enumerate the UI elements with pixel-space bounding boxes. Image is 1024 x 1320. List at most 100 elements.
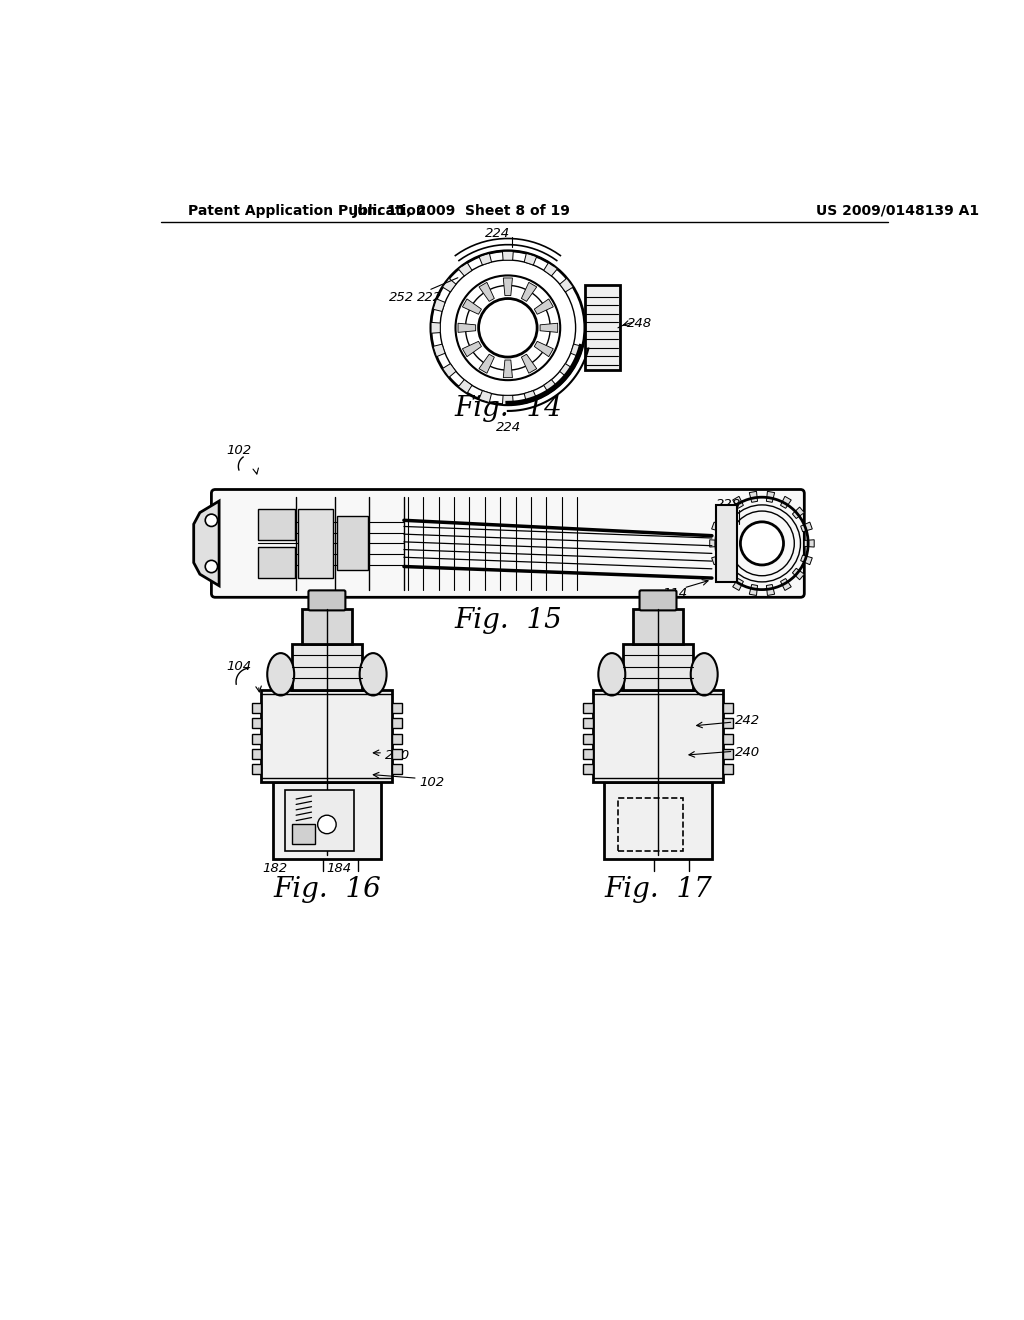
Polygon shape [712, 523, 723, 532]
Polygon shape [459, 380, 472, 393]
Ellipse shape [691, 653, 718, 696]
Text: 228: 228 [716, 499, 741, 511]
Bar [252, 718, 261, 729]
Polygon shape [535, 298, 553, 314]
Text: Fig.  16: Fig. 16 [273, 876, 381, 903]
Polygon shape [431, 322, 440, 333]
Bar [392, 734, 401, 743]
Bar [584, 764, 593, 775]
Text: 240: 240 [385, 748, 410, 762]
Polygon shape [766, 585, 774, 595]
Text: 222: 222 [417, 290, 442, 304]
Polygon shape [780, 578, 792, 590]
Text: 104: 104 [226, 660, 252, 673]
Polygon shape [540, 323, 558, 333]
Polygon shape [570, 345, 583, 356]
Bar [624, 644, 692, 689]
Polygon shape [459, 263, 472, 276]
Bar [724, 718, 733, 729]
Polygon shape [733, 578, 743, 590]
Polygon shape [458, 323, 476, 333]
Polygon shape [521, 282, 537, 301]
Polygon shape [720, 507, 731, 519]
Bar [585, 285, 620, 370]
Polygon shape [544, 263, 557, 276]
Polygon shape [804, 540, 814, 546]
Ellipse shape [598, 653, 626, 696]
Text: 224: 224 [484, 227, 510, 240]
Polygon shape [766, 491, 774, 503]
Bar [261, 690, 392, 781]
Bar [584, 702, 593, 713]
Bar [392, 764, 401, 775]
Bar [584, 734, 593, 743]
Bar [302, 609, 352, 644]
Circle shape [205, 515, 217, 527]
Bar [252, 702, 261, 713]
Ellipse shape [267, 653, 294, 696]
FancyBboxPatch shape [640, 590, 677, 610]
Bar [724, 702, 733, 713]
Text: Fig.  15: Fig. 15 [454, 607, 562, 634]
Bar [292, 644, 361, 689]
Polygon shape [801, 556, 812, 565]
Bar [392, 748, 401, 759]
Bar [285, 789, 354, 851]
Bar [584, 718, 593, 729]
Bar [604, 781, 712, 859]
Bar [252, 764, 261, 775]
Bar [252, 734, 261, 743]
Polygon shape [535, 342, 553, 356]
Bar [724, 748, 733, 759]
Bar [258, 508, 295, 540]
Text: 248: 248 [628, 317, 652, 330]
Polygon shape [793, 507, 804, 519]
Text: 242: 242 [735, 714, 760, 727]
FancyBboxPatch shape [308, 590, 345, 610]
Polygon shape [503, 251, 513, 260]
Polygon shape [463, 342, 481, 356]
Bar [617, 797, 683, 851]
Polygon shape [503, 396, 513, 405]
Polygon shape [780, 496, 792, 508]
Polygon shape [479, 282, 495, 301]
Polygon shape [801, 523, 812, 532]
Polygon shape [560, 363, 573, 378]
Polygon shape [733, 496, 743, 508]
Polygon shape [479, 253, 492, 265]
Text: Patent Application Publication: Patent Application Publication [188, 203, 426, 218]
Bar [724, 734, 733, 743]
Bar [584, 748, 593, 759]
Text: 102: 102 [226, 445, 252, 458]
Bar [724, 764, 733, 775]
Bar [298, 508, 333, 578]
Polygon shape [750, 585, 758, 595]
Circle shape [317, 816, 336, 834]
Polygon shape [433, 298, 445, 312]
Polygon shape [720, 569, 731, 579]
Bar [273, 781, 381, 859]
Text: 252: 252 [388, 290, 414, 304]
Bar [392, 718, 401, 729]
Bar [716, 506, 737, 582]
Polygon shape [521, 354, 537, 374]
Circle shape [740, 521, 783, 565]
Text: 182: 182 [262, 862, 287, 875]
Polygon shape [463, 298, 481, 314]
Polygon shape [793, 569, 804, 579]
Polygon shape [710, 540, 720, 546]
FancyBboxPatch shape [211, 490, 804, 598]
Polygon shape [544, 380, 557, 393]
Text: 114: 114 [662, 587, 687, 601]
Text: 184: 184 [326, 862, 351, 875]
Text: 224: 224 [497, 421, 521, 434]
Bar [634, 609, 683, 644]
Bar [252, 748, 261, 759]
Circle shape [478, 298, 538, 358]
Polygon shape [479, 354, 495, 374]
Bar [337, 516, 368, 570]
Bar [392, 702, 401, 713]
Bar [292, 825, 315, 843]
Polygon shape [503, 279, 512, 296]
Text: US 2009/0148139 A1: US 2009/0148139 A1 [816, 203, 979, 218]
